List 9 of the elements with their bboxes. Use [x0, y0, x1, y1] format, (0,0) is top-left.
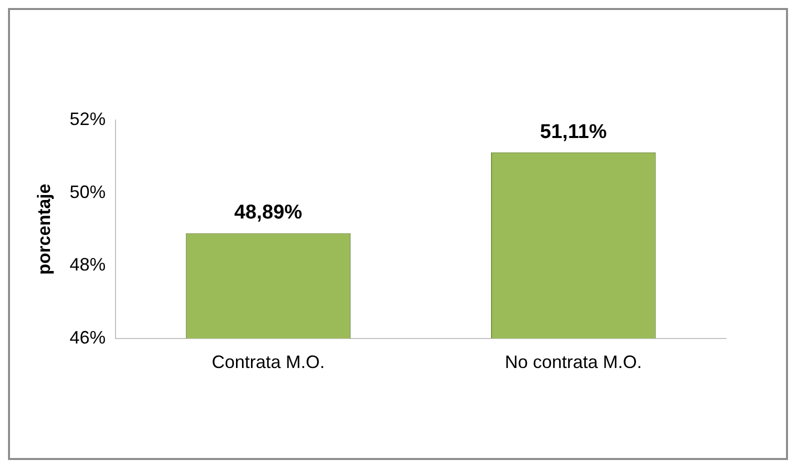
x-tick-label: Contrata M.O. — [212, 352, 325, 372]
y-tick-label: 48% — [70, 254, 106, 275]
y-tick-label: 52% — [70, 108, 106, 129]
y-tick-label: 50% — [70, 182, 106, 202]
y-tick-label: 46% — [70, 327, 106, 348]
y-axis-title: porcentaje — [34, 184, 54, 275]
data-label: 48,89% — [234, 202, 302, 224]
data-label: 51,11% — [540, 120, 607, 143]
x-tick-label: No contrata M.O. — [504, 352, 642, 372]
